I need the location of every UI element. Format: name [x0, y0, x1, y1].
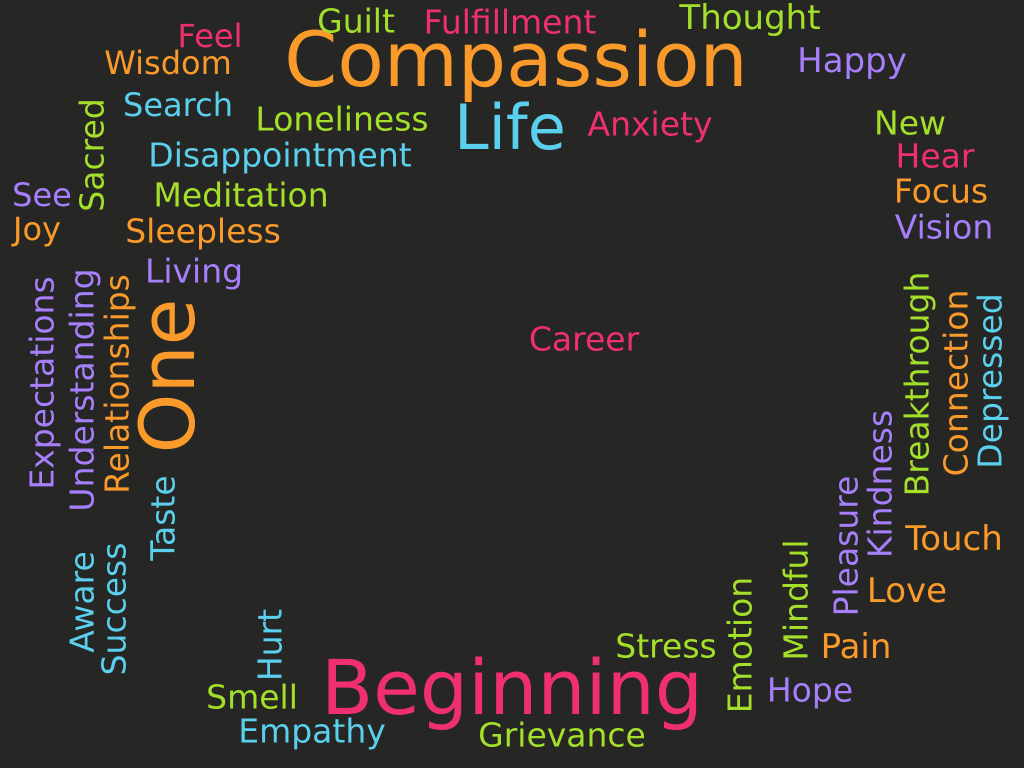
word-hurt: Hurt	[250, 608, 290, 682]
word-understanding: Understanding	[62, 268, 102, 512]
word-happy: Happy	[797, 41, 907, 81]
word-expectations: Expectations	[22, 276, 62, 490]
word-hear: Hear	[895, 136, 975, 176]
word-connection: Connection	[936, 289, 976, 477]
word-focus: Focus	[893, 171, 989, 211]
word-stress: Stress	[615, 626, 717, 666]
word-feel: Feel	[177, 17, 243, 55]
word-taste: Taste	[143, 475, 183, 561]
word-beginning: Beginning	[320, 643, 704, 732]
word-one: One	[123, 298, 212, 454]
word-hope: Hope	[766, 670, 854, 710]
word-kindness: Kindness	[860, 409, 900, 559]
word-anxiety: Anxiety	[587, 104, 713, 144]
word-thought: Thought	[679, 0, 821, 38]
word-fulfillment: Fulfillment	[423, 2, 597, 42]
word-compassion: Compassion	[284, 15, 748, 104]
word-life: Life	[454, 91, 566, 164]
word-new: New	[874, 103, 946, 143]
word-career: Career	[528, 319, 640, 359]
word-pleasure: Pleasure	[826, 475, 866, 617]
word-pain: Pain	[820, 627, 892, 667]
word-sleepless: Sleepless	[125, 211, 281, 251]
word-search: Search	[123, 86, 233, 124]
word-breakthrough: Breakthrough	[897, 271, 937, 497]
word-wisdom: Wisdom	[104, 44, 232, 82]
word-relationships: Relationships	[97, 274, 137, 494]
word-success: Success	[94, 542, 134, 676]
word-smell: Smell	[206, 677, 298, 717]
word-empathy: Empathy	[238, 711, 386, 751]
word-love: Love	[866, 571, 948, 611]
word-touch: Touch	[905, 519, 1003, 559]
word-living: Living	[144, 251, 244, 291]
word-mindful: Mindful	[776, 539, 816, 661]
word-disappointment: Disappointment	[148, 135, 412, 175]
word-emotion: Emotion	[720, 576, 760, 714]
word-meditation: Meditation	[153, 175, 329, 215]
word-sacred: Sacred	[72, 98, 112, 212]
word-grievance: Grievance	[478, 715, 646, 755]
word-vision: Vision	[894, 207, 994, 247]
word-depressed: Depressed	[970, 293, 1010, 469]
word-loneliness: Loneliness	[255, 99, 429, 139]
word-guilt: Guilt	[317, 1, 395, 41]
word-see: See	[12, 176, 72, 214]
word-joy: Joy	[13, 210, 61, 248]
